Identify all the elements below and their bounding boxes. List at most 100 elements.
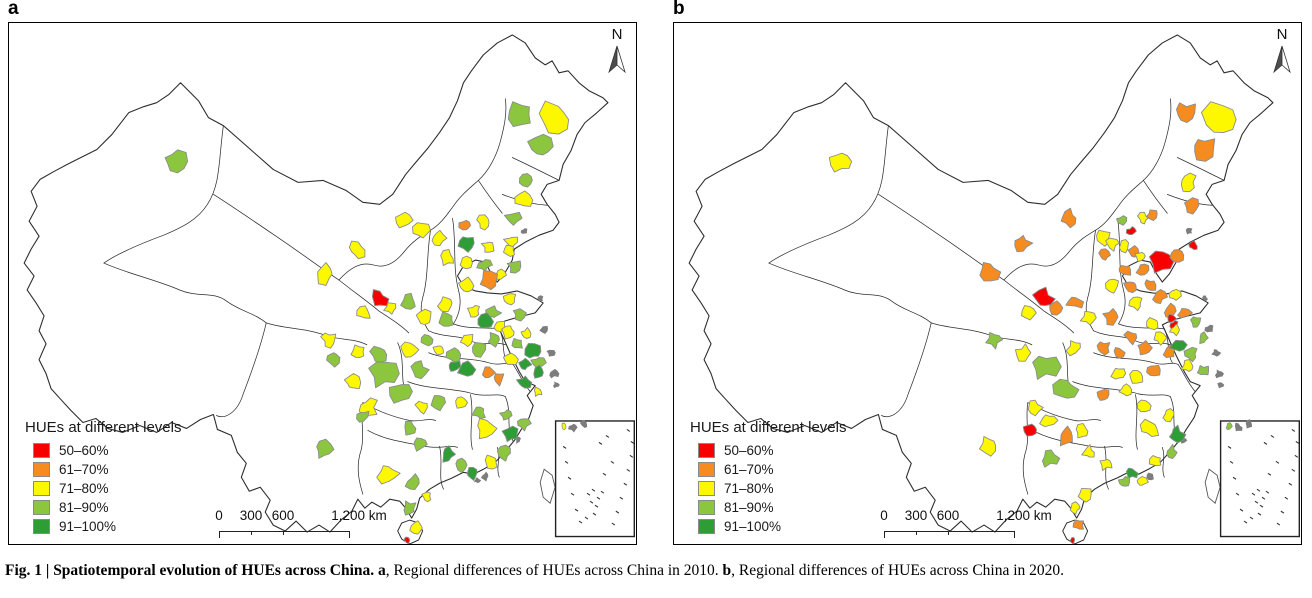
region-blob: [1135, 263, 1150, 276]
region-blob: [493, 373, 505, 387]
region-blob: [356, 305, 371, 319]
region-blob: [1177, 308, 1193, 319]
region-blob: [1126, 467, 1139, 479]
region-blob: [1176, 102, 1196, 123]
legend-item: 50–60%: [25, 441, 181, 460]
region-blob: [1113, 347, 1126, 359]
north-label: N: [611, 26, 623, 43]
region-blob: [517, 418, 532, 432]
region-blob: [1098, 248, 1111, 261]
caption-a-text: , Regional differences of HUEs across Ch…: [385, 562, 723, 579]
region-blob: [1118, 239, 1130, 254]
legend-item: 61–70%: [690, 460, 846, 479]
legend-swatch-81-90-icon: [698, 500, 715, 515]
region-blob: [1148, 455, 1162, 467]
gray-area: [1185, 228, 1193, 235]
region-blob: [1022, 423, 1037, 437]
gray-area: [1202, 295, 1209, 302]
region-blob: [1032, 355, 1062, 380]
region-blob: [1096, 341, 1111, 356]
legend-swatch-81-90-icon: [33, 500, 50, 515]
region-blob: [403, 536, 411, 544]
figure-caption: Fig. 1 | Spatiotemporal evolution of HUE…: [5, 561, 1307, 582]
region-blob: [511, 337, 523, 349]
gray-area: [539, 326, 549, 335]
gray-area: [1217, 382, 1225, 389]
region-blob: [348, 240, 366, 260]
region-blob: [1015, 343, 1032, 362]
region-blob: [501, 425, 519, 443]
gray-area: [1211, 349, 1222, 357]
region-blob: [1052, 378, 1080, 399]
region-blob: [1199, 331, 1209, 345]
region-blob: [1190, 316, 1202, 328]
region-blob: [395, 211, 414, 229]
region-blob: [476, 214, 490, 231]
legend-swatch-71-80-icon: [698, 481, 715, 496]
scale-bar: 0 300 600 1,200 km: [209, 504, 439, 540]
region-blob: [1118, 265, 1132, 276]
map-panel-a: N HUEs at different levels 50–60% 61–70%…: [8, 22, 637, 545]
region-blob: [1146, 317, 1159, 331]
legend-swatch-50-60-icon: [698, 443, 715, 458]
region-blob: [1168, 339, 1188, 352]
legend-item: 81–90%: [690, 498, 846, 517]
region-blob: [442, 445, 456, 463]
caption-b-label: b: [722, 562, 732, 579]
region-blob: [1069, 501, 1081, 515]
region-blob: [317, 262, 333, 286]
region-blob: [457, 360, 477, 377]
region-blob: [414, 400, 428, 415]
scale-label-0: 0: [215, 508, 223, 523]
scale-label-1200km: 1,200 km: [331, 508, 387, 523]
legend-item: 71–80%: [690, 479, 846, 498]
region-blob: [480, 241, 495, 253]
region-blob: [533, 386, 543, 397]
region-blob: [1146, 209, 1158, 221]
region-blob: [978, 436, 997, 457]
region-blob: [415, 308, 432, 326]
coastal-gray-areas: [473, 228, 560, 484]
gray-area: [1204, 324, 1214, 333]
region-blob: [326, 352, 341, 368]
region-blob: [1041, 449, 1061, 468]
scale-label-600: 600: [271, 508, 295, 523]
region-blob: [1166, 443, 1178, 459]
region-blob: [1110, 368, 1127, 380]
region-blob: [1167, 314, 1178, 323]
region-blob: [538, 100, 570, 135]
legend-title: HUEs at different levels: [25, 419, 182, 436]
region-blob: [518, 357, 533, 371]
region-blob: [1027, 399, 1044, 417]
region-blob: [481, 366, 496, 379]
region-blob: [1169, 249, 1185, 263]
region-blob: [1134, 251, 1146, 263]
region-blob: [1128, 296, 1143, 312]
region-blob: [524, 343, 542, 359]
region-blob: [358, 397, 378, 417]
region-blob: [1146, 364, 1161, 377]
region-blob: [164, 149, 189, 174]
gray-area: [546, 349, 556, 357]
taiwan-island: [1204, 468, 1221, 504]
region-blob: [1096, 388, 1110, 401]
region-blob: [512, 308, 527, 322]
region-blob: [343, 373, 362, 390]
region-blob: [1194, 138, 1216, 162]
region-blob: [985, 331, 1004, 350]
province-boundaries: [768, 98, 1225, 495]
gray-area: [520, 228, 528, 234]
region-blob: [410, 360, 430, 380]
region-blob: [1069, 536, 1076, 544]
north-arrow-icon: [608, 45, 626, 73]
region-blob: [499, 409, 513, 421]
region-blob: [1104, 278, 1119, 294]
region-blob: [1021, 305, 1037, 321]
region-blob: [1060, 207, 1077, 229]
region-blob: [828, 152, 853, 173]
region-blob: [350, 344, 365, 358]
region-blob: [496, 444, 511, 462]
region-blob: [1072, 519, 1085, 530]
scale-label-600: 600: [936, 508, 960, 523]
